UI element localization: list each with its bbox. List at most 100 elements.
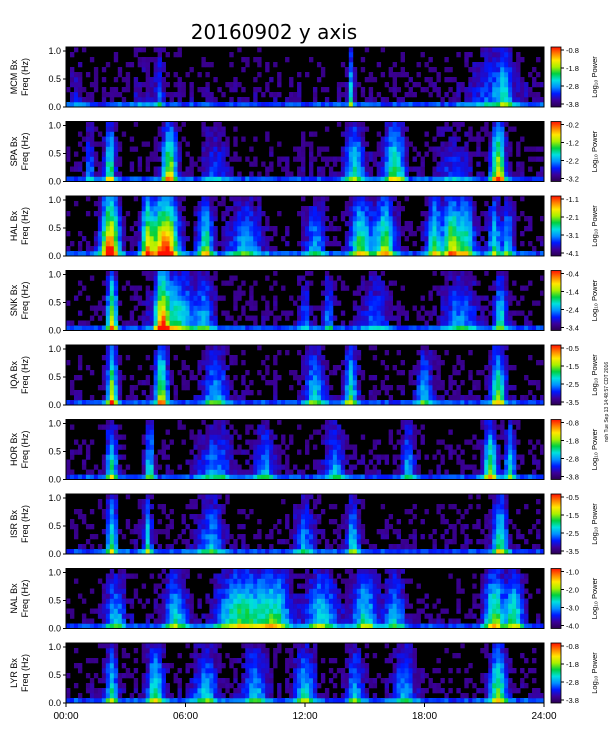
spectrogram-cell	[356, 211, 362, 217]
spectrogram-cell	[201, 166, 206, 172]
spectrogram-cell	[181, 87, 186, 93]
spectrogram-cell	[201, 201, 206, 207]
spectrogram-cell	[364, 176, 370, 182]
spectrogram-cell	[500, 275, 505, 281]
spectrogram-cell	[408, 434, 413, 440]
spectrogram-cell	[241, 290, 246, 296]
spectrogram-cell	[320, 360, 326, 366]
spectrogram-cell	[480, 226, 485, 232]
spectrogram-cell	[249, 231, 254, 237]
spectrogram-cell	[396, 102, 401, 108]
spectrogram-cell	[117, 400, 123, 406]
spectrogram-cell	[213, 459, 218, 465]
spectrogram-cell	[73, 295, 79, 301]
spectrogram-cell	[396, 161, 401, 167]
spectrogram-cell	[460, 300, 465, 306]
spectrogram-cell	[145, 300, 151, 306]
spectrogram-cell	[492, 176, 497, 182]
spectrogram-cell	[368, 474, 374, 480]
spectrogram-cell	[396, 201, 401, 207]
colorbar-tick-label: -2.2	[566, 157, 579, 166]
spectrogram-cell	[504, 236, 509, 242]
spectrogram-cell	[480, 82, 485, 88]
spectrogram-cell	[261, 310, 266, 316]
spectrogram-cell	[372, 454, 378, 460]
spectrogram-cell	[432, 82, 437, 88]
spectrogram-cell	[440, 315, 445, 321]
spectrogram-cell	[129, 315, 135, 321]
spectrogram-cell	[301, 370, 306, 376]
spectrogram-cell	[316, 62, 322, 68]
spectrogram-cell	[193, 474, 198, 480]
spectrogram-cell	[476, 87, 481, 93]
spectrogram-cell	[424, 390, 429, 396]
spectrogram-cell	[512, 434, 517, 440]
spectrogram-cell	[101, 77, 107, 83]
spectrogram-cell	[177, 87, 182, 93]
spectrogram-cell	[153, 47, 159, 53]
spectrogram-cell	[145, 231, 151, 237]
spectrogram-cell	[181, 300, 186, 306]
spectrogram-cell	[89, 156, 95, 162]
spectrogram-cell	[488, 325, 493, 331]
spectrogram-cell	[261, 434, 266, 440]
spectrogram-cell	[145, 206, 151, 212]
spectrogram-cell	[105, 509, 111, 515]
spectrogram-cell	[129, 161, 135, 167]
spectrogram-cell	[73, 390, 79, 396]
spectrogram-cell	[456, 102, 461, 108]
spectrogram-cell	[428, 385, 433, 391]
spectrogram-cell	[400, 161, 405, 167]
spectrogram-cell	[205, 171, 210, 177]
spectrogram-cell	[364, 206, 370, 212]
spectrogram-cell	[340, 439, 346, 445]
spectrogram-cell	[392, 156, 398, 162]
spectrogram-cell	[520, 57, 525, 63]
spectrogram-cell	[424, 360, 429, 366]
spectrogram-cell	[233, 251, 238, 257]
spectrogram-cell	[368, 400, 374, 406]
spectrogram-cell	[336, 469, 342, 475]
spectrogram-cell	[452, 226, 457, 232]
spectrogram-cell	[101, 67, 107, 73]
spectrogram-cell	[500, 216, 505, 222]
spectrogram-cell	[424, 251, 429, 257]
spectrogram-cell	[492, 126, 497, 132]
spectrogram-cell	[93, 102, 99, 108]
spectrogram-cell	[249, 305, 254, 311]
spectrogram-cell	[460, 280, 465, 286]
spectrogram-cell	[408, 176, 413, 182]
spectrogram-cell	[249, 196, 254, 202]
spectrogram-cell	[201, 449, 206, 455]
spectrogram-cell	[488, 370, 493, 376]
spectrogram-cell	[500, 325, 505, 331]
spectrogram-cell	[396, 429, 401, 435]
spectrogram-cell	[301, 241, 306, 247]
spectrogram-cell	[364, 77, 370, 83]
spectrogram-cell	[89, 509, 95, 515]
spectrogram-cell	[277, 400, 282, 406]
spectrogram-cell	[201, 246, 206, 252]
spectrogram-cell	[145, 251, 151, 257]
spectrogram-cell	[109, 176, 115, 182]
spectrogram-cell	[532, 251, 537, 257]
spectrogram-cell	[293, 320, 298, 326]
spectrogram-cell	[504, 216, 509, 222]
spectrogram-cell	[484, 201, 489, 207]
spectrogram-cell	[105, 524, 111, 530]
spectrogram-cell	[512, 82, 517, 88]
spectrogram-cell	[384, 365, 390, 371]
spectrogram-cell	[265, 419, 270, 425]
spectrogram-cell	[233, 464, 238, 470]
spectrogram-cell	[89, 246, 95, 252]
spectrogram-cell	[285, 325, 290, 331]
spectrogram-cell	[253, 77, 258, 83]
spectrogram-cell	[233, 136, 238, 142]
spectrogram-cell	[97, 201, 103, 207]
spectrogram-cell	[352, 77, 358, 83]
spectrogram-cell	[169, 285, 174, 291]
spectrogram-cell	[293, 370, 298, 376]
spectrogram-cell	[229, 454, 234, 460]
spectrogram-cell	[380, 97, 386, 103]
spectrogram-cell	[261, 375, 266, 381]
